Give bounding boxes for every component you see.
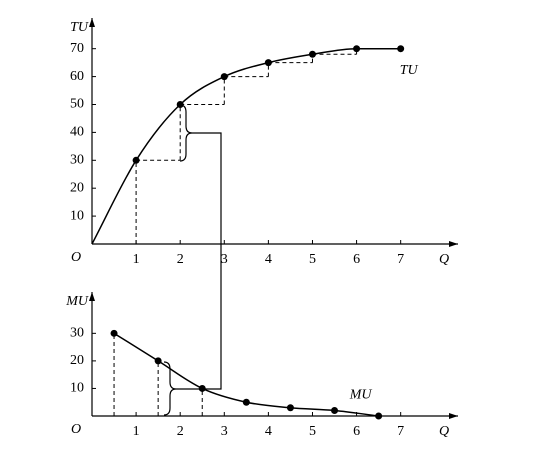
y-axis-arrow	[89, 18, 95, 27]
point	[264, 59, 272, 67]
y-tick-label: 50	[70, 97, 84, 112]
x-tick-label: 4	[265, 252, 272, 267]
point	[375, 412, 383, 420]
x-tick-label: 3	[221, 424, 228, 439]
origin-label: O	[71, 422, 81, 437]
y-axis-title: MU	[65, 294, 89, 309]
x-tick-label: 5	[309, 252, 316, 267]
y-tick-label: 10	[70, 381, 84, 396]
brace	[179, 104, 193, 162]
x-tick-label: 2	[177, 424, 184, 439]
x-tick-label: 5	[309, 424, 316, 439]
x-tick-label: 1	[133, 252, 140, 267]
point	[331, 406, 339, 414]
x-tick-label: 6	[353, 424, 360, 439]
point	[286, 404, 294, 412]
x-tick-label: 7	[397, 424, 404, 439]
y-tick-label: 70	[70, 41, 84, 56]
point	[242, 398, 250, 406]
point	[353, 45, 361, 53]
point	[220, 73, 228, 81]
x-axis-arrow	[449, 241, 458, 247]
y-tick-label: 20	[70, 353, 84, 368]
y-tick-label: 40	[70, 125, 84, 140]
x-tick-label: 6	[353, 252, 360, 267]
point	[397, 45, 405, 53]
connector	[176, 132, 222, 390]
point	[110, 329, 118, 337]
y-tick-label: 30	[70, 153, 84, 168]
x-tick-label: 1	[133, 424, 140, 439]
point	[198, 384, 206, 392]
point	[154, 357, 162, 365]
origin-label: O	[71, 250, 81, 265]
brace	[163, 361, 177, 416]
x-tick-label: 4	[265, 424, 272, 439]
curve-label: TU	[400, 63, 419, 78]
x-axis-title: Q	[439, 424, 449, 439]
y-tick-label: 20	[70, 180, 84, 195]
x-tick-label: 7	[397, 252, 404, 267]
x-axis-arrow	[449, 413, 458, 419]
point	[132, 156, 140, 164]
x-tick-label: 2	[177, 252, 184, 267]
x-axis-title: Q	[439, 252, 449, 267]
y-axis-arrow	[89, 292, 95, 301]
y-tick-label: 10	[70, 208, 84, 223]
curve	[91, 47, 401, 245]
x-tick-label: 3	[221, 252, 228, 267]
y-tick-label: 60	[70, 69, 84, 84]
y-tick-label: 30	[70, 326, 84, 341]
point	[176, 100, 184, 108]
y-axis-title: TU	[70, 20, 89, 35]
point	[308, 50, 316, 58]
curve-label: MU	[349, 388, 373, 403]
